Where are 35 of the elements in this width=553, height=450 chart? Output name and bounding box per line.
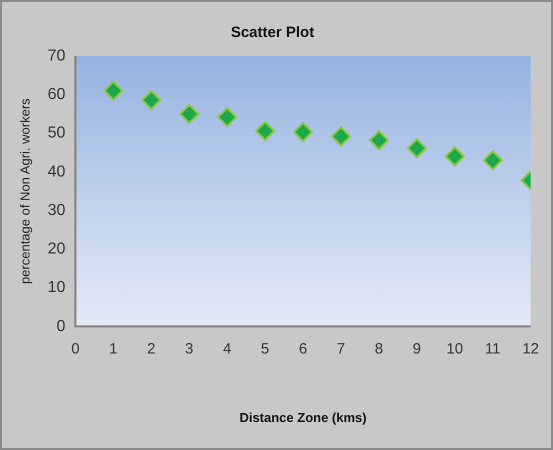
y-tick-label: 20 xyxy=(48,240,66,258)
point xyxy=(179,104,200,124)
x-tick-label: 11 xyxy=(484,340,501,358)
y-tick-label: 60 xyxy=(48,86,66,104)
point xyxy=(330,126,351,146)
x-tick-label: 8 xyxy=(374,340,384,358)
x-tick-label: 1 xyxy=(109,340,118,358)
y-tick-label: 30 xyxy=(48,202,66,219)
x-axis-title: Distance Zone (kms) xyxy=(239,410,367,425)
y-tick-label: 0 xyxy=(56,318,66,335)
chart-title: Scatter Plot xyxy=(230,24,314,42)
y-tick-label: 70 xyxy=(48,47,66,64)
point xyxy=(217,107,238,128)
point xyxy=(406,138,427,158)
point xyxy=(368,130,389,150)
x-tick-label: 7 xyxy=(336,340,346,358)
y-axis-title: percentage of Non Agri. workers xyxy=(17,98,32,284)
y-tick-label: 40 xyxy=(48,163,66,180)
y-tick-label: 10 xyxy=(48,279,66,296)
x-tick-label: 12 xyxy=(522,340,539,358)
x-tick-label: 10 xyxy=(446,340,464,358)
y-tick-label: 50 xyxy=(48,124,66,142)
point xyxy=(444,146,465,166)
x-tick-label: 0 xyxy=(71,340,80,358)
x-tick-label: 5 xyxy=(260,340,270,358)
x-tick-label: 6 xyxy=(298,340,308,358)
point xyxy=(293,122,314,142)
point xyxy=(255,120,276,141)
x-tick-label: 2 xyxy=(147,340,156,358)
x-tick-label: 9 xyxy=(412,340,422,358)
point xyxy=(482,150,503,170)
point xyxy=(103,80,124,101)
point xyxy=(141,90,162,110)
x-tick-label: 4 xyxy=(222,340,232,358)
x-tick-label: 3 xyxy=(185,340,194,358)
